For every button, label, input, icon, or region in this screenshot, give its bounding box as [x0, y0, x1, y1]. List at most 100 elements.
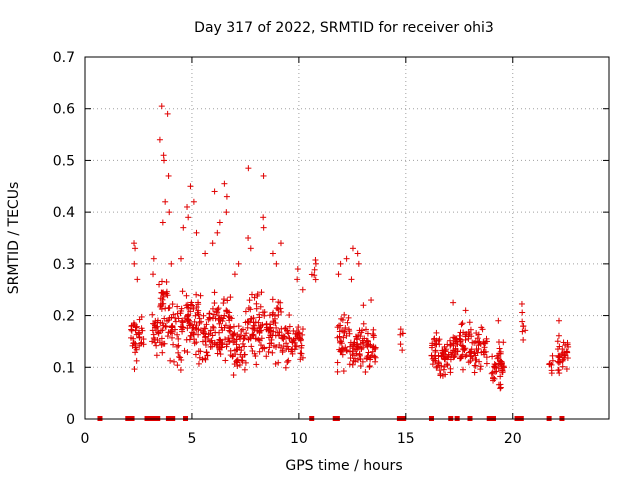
data-point: [243, 330, 250, 337]
data-point: [296, 330, 303, 337]
data-point: [175, 335, 182, 342]
data-point: [443, 361, 450, 368]
data-point: [163, 288, 170, 295]
data-point: [556, 354, 563, 361]
data-point: [334, 368, 341, 375]
data-point: [224, 297, 231, 304]
data-point: [557, 359, 564, 366]
data-point: [285, 357, 292, 364]
data-point: [454, 341, 461, 348]
data-point: [334, 359, 341, 366]
data-point: [177, 255, 184, 262]
data-point: [185, 305, 192, 312]
data-point: [215, 312, 222, 319]
data-point: [344, 319, 351, 326]
data-point: [266, 327, 273, 334]
data-point: [429, 361, 436, 368]
plot-frame: [84, 56, 610, 420]
data-point: [556, 343, 563, 350]
data-point: [428, 352, 435, 359]
x-tick-label: 10: [290, 431, 308, 447]
data-point: [265, 348, 272, 355]
data-point: [293, 327, 300, 334]
y-tick-label: 0.5: [53, 153, 75, 169]
data-point: [153, 324, 160, 331]
data-point: [178, 305, 185, 312]
data-point: [274, 305, 281, 312]
data-point: [230, 323, 237, 330]
data-point: [158, 278, 165, 285]
data-point: [547, 361, 554, 368]
data-point: [190, 198, 197, 205]
data-point: [337, 260, 344, 267]
data-point: [433, 341, 440, 348]
data-point: [202, 341, 209, 348]
data-point: [195, 331, 202, 338]
data-point: [172, 315, 179, 322]
data-point: [362, 368, 369, 375]
data-point: [520, 323, 527, 330]
data-point: [176, 353, 183, 360]
data-point: [193, 304, 200, 311]
data-point: [156, 136, 163, 143]
data-point: [184, 313, 191, 320]
data-point: [216, 219, 223, 226]
data-point: [346, 327, 353, 334]
data-point: [196, 354, 203, 361]
data-point: [548, 361, 555, 368]
data-point: [159, 349, 166, 356]
data-point: [257, 342, 264, 349]
data-point: [433, 329, 440, 336]
data-point: [277, 299, 284, 306]
data-point: [354, 250, 361, 257]
data-point: [341, 311, 348, 318]
data-point: [467, 326, 474, 333]
data-point: [136, 342, 143, 349]
data-point: [353, 333, 360, 340]
tick-layer: 0 0.1 0.2 0.3 0.4 0.5 0.6 0.7 0 5 10 15 20: [53, 50, 609, 447]
data-point: [167, 357, 174, 364]
data-point: [193, 326, 200, 333]
data-point: [366, 362, 373, 369]
data-point: [518, 300, 525, 307]
y-tick-label: 0.3: [53, 257, 75, 273]
data-point: [223, 343, 230, 350]
data-point: [451, 335, 458, 342]
data-point: [342, 324, 349, 331]
data-point: [278, 308, 285, 315]
data-point: [463, 352, 470, 359]
data-point: [343, 332, 350, 339]
data-point: [275, 359, 282, 366]
data-point: [280, 333, 287, 340]
data-point: [235, 323, 242, 330]
data-point: [554, 338, 561, 345]
data-point: [444, 362, 451, 369]
data-point: [183, 292, 190, 299]
data-point: [460, 366, 467, 373]
data-point: [139, 327, 146, 334]
data-point: [161, 315, 168, 322]
data-point: [497, 373, 504, 380]
data-point: [563, 366, 570, 373]
data-point: [441, 363, 448, 370]
data-point: [257, 303, 264, 310]
data-point: [198, 318, 205, 325]
data-point: [153, 342, 160, 349]
data-point: [477, 363, 484, 370]
data-point: [348, 276, 355, 283]
data-point: [219, 339, 226, 346]
x-tick-label: 20: [504, 431, 522, 447]
data-point: [480, 348, 487, 355]
data-point: [294, 333, 301, 340]
data-point: [202, 250, 209, 257]
data-point: [168, 260, 175, 267]
data-point: [295, 324, 302, 331]
data-point: [559, 357, 566, 364]
data-point: [220, 300, 227, 307]
data-point: [490, 375, 497, 382]
data-point: [233, 336, 240, 343]
data-point: [497, 385, 504, 392]
data-point: [215, 305, 222, 312]
data-point: [174, 331, 181, 338]
data-point: [241, 366, 248, 373]
